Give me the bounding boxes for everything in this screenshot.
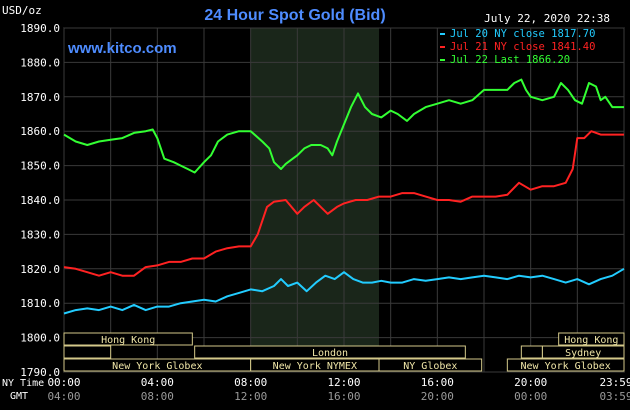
y-tick-label: 1830.0 [20,228,60,241]
session-label: Hong Kong [101,335,155,346]
x-tick-label-ny: 04:00 [141,376,174,389]
x-tick-label-ny: 08:00 [234,376,267,389]
y-tick-label: 1800.0 [20,332,60,345]
x-row-label-ny: NY Time [2,378,44,389]
y-tick-label: 1810.0 [20,297,60,310]
session-bar [520,345,543,359]
y-tick-label: 1860.0 [20,125,60,138]
y-tick-label: 1820.0 [20,263,60,276]
x-tick-label-ny: 16:00 [421,376,454,389]
y-tick-label: 1790.0 [20,366,60,379]
session-label: NY Globex [403,361,457,372]
series-line-2 [63,130,624,277]
x-tick-label-gmt: 20:00 [421,390,454,403]
x-tick-label-ny: 12:00 [327,376,360,389]
y-tick-label: 1850.0 [20,160,60,173]
session-bar [63,332,193,346]
session-bar [506,358,625,372]
x-tick-label-ny: 20:00 [514,376,547,389]
series-line-1 [63,267,625,315]
legend-entry: Jul 20 NY close 1817.70 [450,28,595,40]
watermark: www.kitco.com [67,40,177,57]
series-lines [63,78,625,315]
session-label: Hong Kong [564,335,618,346]
x-tick-label-ny: 23:59 [599,376,630,389]
y-tick-label: 1890.0 [20,22,60,35]
x-tick-label-ny: 00:00 [47,376,80,389]
y-tick-label: 1880.0 [20,56,60,69]
x-tick-label-gmt: 04:00 [47,390,80,403]
x-tick-label-gmt: 00:00 [514,390,547,403]
x-axis: 00:00 04:00 08:00 12:00 16:00 20:00 23:5904:00… [47,376,630,403]
session-label: New York Globex [112,361,202,372]
session-bar [378,358,483,372]
grid [63,27,625,373]
y-tick-label: 1870.0 [20,91,60,104]
timestamp: July 22, 2020 22:38 [484,12,610,25]
session-bar [63,345,112,359]
legend-swatch [440,59,445,61]
y-tick-label: 1840.0 [20,194,60,207]
x-tick-label-gmt: 08:00 [141,390,174,403]
session-label: New York Globex [521,361,611,372]
legend-swatch [440,33,445,35]
session-label: London [312,348,348,359]
x-tick-label-gmt: 03:59 [599,390,630,403]
session-label: New York NYMEX [273,361,357,372]
y-axis: 1890.0 1880.0 1870.0 1860.0 1850.0 1840.0 1830… [20,22,60,379]
session-bar [558,332,625,346]
session-bars: Hong Kong London New York Globex New York N… [63,332,625,372]
legend-entry: Jul 21 NY close 1841.40 [450,41,595,53]
y-axis-label: USD/oz [2,4,42,17]
session-bar [194,345,466,359]
x-row-label-gmt: GMT [10,391,28,402]
x-tick-label-gmt: 12:00 [234,390,267,403]
series-line-3 [63,78,624,174]
legend-entry: Jul 22 Last 1866.20 [450,54,570,66]
legend-swatch [440,46,445,48]
x-tick-label-gmt: 16:00 [327,390,360,403]
chart-title: 24 Hour Spot Gold (Bid) [204,7,385,24]
session-label: Sydney [565,348,601,359]
